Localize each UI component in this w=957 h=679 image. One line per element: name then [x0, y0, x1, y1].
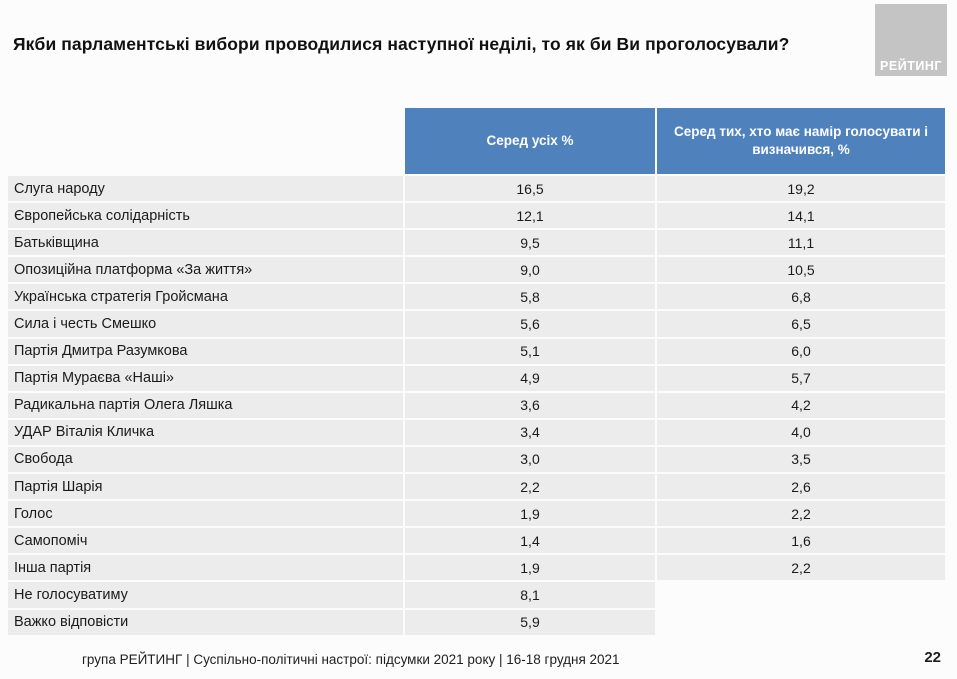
page-number: 22 [924, 649, 941, 666]
value-among-decided-cell: 6,0 [657, 338, 945, 364]
value-among-decided-cell: 4,2 [657, 392, 945, 418]
value-among-decided-cell: 4,0 [657, 419, 945, 445]
value-among-all-cell: 1,9 [405, 555, 655, 581]
value-among-all-cell: 8,1 [405, 582, 655, 608]
value-among-decided-cell: 3,5 [657, 446, 945, 473]
value-among-decided-cell: 6,8 [657, 284, 945, 310]
value-among-all-cell: 5,1 [405, 338, 655, 364]
party-name-cell: Самопоміч [8, 528, 403, 554]
party-name-cell: Партія Дмитра Разумкова [8, 338, 403, 364]
rating-logo-label: РЕЙТИНГ [880, 59, 942, 73]
party-name-cell: Не голосуватиму [8, 582, 403, 608]
party-name-cell: Опозиційна платформа «За життя» [8, 257, 403, 283]
value-among-all-cell: 3,4 [405, 419, 655, 445]
value-among-all-cell: 1,9 [405, 501, 655, 527]
poll-results-table: Серед усіх % Серед тих, хто має намір го… [8, 108, 945, 635]
table-header-spacer [8, 108, 403, 174]
value-among-decided-cell: 14,1 [657, 203, 945, 229]
value-among-all-cell: 2,2 [405, 474, 655, 500]
value-among-decided-cell: 2,2 [657, 555, 945, 581]
value-among-all-cell: 5,8 [405, 284, 655, 310]
source-footer: група РЕЙТИНГ | Суспільно-політичні наст… [82, 652, 620, 667]
value-among-all-cell: 16,5 [405, 176, 655, 202]
column-header-among-all: Серед усіх % [405, 108, 655, 174]
value-among-all-cell: 5,6 [405, 311, 655, 337]
value-among-decided-cell: 1,6 [657, 528, 945, 554]
value-among-all-cell: 4,9 [405, 365, 655, 391]
value-among-all-cell: 1,4 [405, 528, 655, 554]
value-among-all-cell: 12,1 [405, 203, 655, 229]
party-name-cell: Важко відповісти [8, 609, 403, 635]
value-among-all-cell: 9,5 [405, 230, 655, 256]
party-name-cell: Радикальна партія Олега Ляшка [8, 392, 403, 418]
party-name-cell: Свобода [8, 446, 403, 473]
party-name-cell: УДАР Віталія Кличка [8, 419, 403, 445]
value-among-decided-cell [657, 610, 945, 635]
party-name-cell: Слуга народу [8, 176, 403, 202]
value-among-decided-cell: 2,2 [657, 501, 945, 527]
party-name-cell: Європейська солідарність [8, 203, 403, 229]
party-name-cell: Українська стратегія Гройсмана [8, 284, 403, 310]
value-among-decided-cell [657, 582, 945, 607]
party-name-cell: Голос [8, 501, 403, 527]
value-among-decided-cell: 2,6 [657, 474, 945, 500]
party-name-cell: Партія Мураєва «Наші» [8, 365, 403, 391]
party-name-cell: Батьківщина [8, 230, 403, 256]
rating-group-logo: РЕЙТИНГ [875, 4, 947, 76]
value-among-all-cell: 3,6 [405, 392, 655, 418]
party-name-cell: Партія Шарія [8, 474, 403, 500]
value-among-all-cell: 9,0 [405, 257, 655, 283]
value-among-decided-cell: 19,2 [657, 176, 945, 202]
value-among-decided-cell: 5,7 [657, 365, 945, 391]
party-name-cell: Інша партія [8, 555, 403, 581]
party-name-cell: Сила і честь Смешко [8, 311, 403, 337]
value-among-all-cell: 3,0 [405, 446, 655, 473]
value-among-all-cell: 5,9 [405, 609, 655, 635]
value-among-decided-cell: 6,5 [657, 311, 945, 337]
value-among-decided-cell: 10,5 [657, 257, 945, 283]
value-among-decided-cell: 11,1 [657, 230, 945, 256]
page-title: Якби парламентські вибори проводилися на… [13, 34, 790, 54]
column-header-among-decided: Серед тих, хто має намір голосувати і ви… [657, 108, 945, 174]
